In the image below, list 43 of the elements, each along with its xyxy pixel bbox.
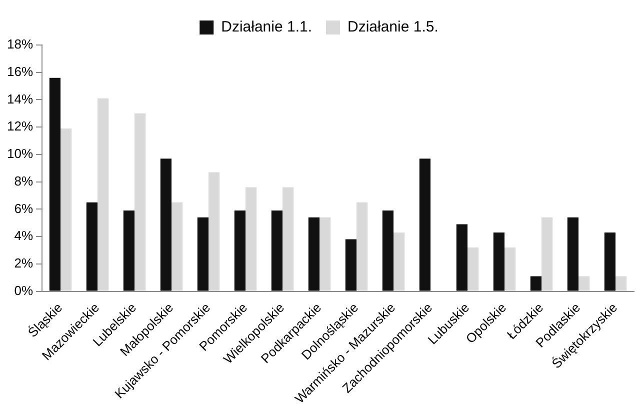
y-tick-label: 16% — [6, 64, 34, 79]
bar — [123, 210, 135, 291]
bar — [172, 202, 183, 291]
bar — [246, 187, 257, 291]
bar — [456, 224, 468, 291]
bar — [468, 248, 479, 291]
bar — [282, 187, 294, 291]
y-tick-label: 0% — [14, 282, 34, 298]
bar — [356, 202, 368, 291]
y-tick-label: 12% — [6, 118, 34, 134]
y-tick-label: 8% — [14, 173, 34, 188]
bar — [308, 217, 320, 291]
bar — [616, 276, 627, 291]
bar — [234, 210, 246, 291]
bar — [345, 239, 357, 291]
y-tick-label: 2% — [14, 256, 34, 270]
bar — [542, 217, 553, 291]
y-tick-label: 14% — [6, 91, 34, 106]
bar — [394, 232, 405, 291]
bar — [208, 172, 220, 291]
legend-label: Działanie 1.5. — [348, 18, 438, 36]
bar — [493, 232, 505, 291]
bar — [271, 210, 283, 291]
bar — [60, 128, 72, 291]
bar — [604, 232, 616, 291]
bar — [567, 217, 578, 291]
bar — [49, 78, 61, 291]
y-tick-label: 10% — [6, 146, 34, 162]
bar — [197, 217, 209, 291]
y-tick-label: 6% — [14, 200, 34, 216]
bar — [382, 210, 394, 291]
bar — [504, 248, 516, 291]
y-tick-label: 18% — [6, 36, 34, 52]
bar — [320, 217, 331, 291]
bar — [160, 158, 172, 291]
bar — [98, 98, 109, 291]
bar — [578, 276, 590, 291]
bar — [419, 158, 431, 291]
legend-label: Działanie 1.1. — [221, 18, 312, 36]
bar — [134, 113, 146, 291]
bar — [86, 202, 98, 291]
y-tick-label: 4% — [14, 228, 34, 244]
bar — [530, 276, 542, 291]
